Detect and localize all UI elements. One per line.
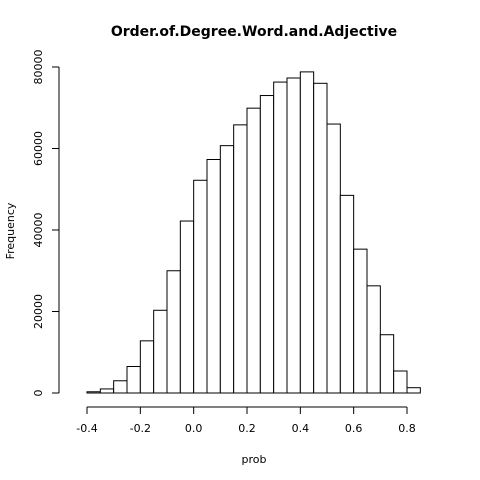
histogram-bar — [379, 334, 395, 394]
y-axis: 0 20000 40000 60000 80000 — [32, 50, 60, 397]
histogram-bar — [313, 82, 328, 394]
histogram-bar — [113, 380, 128, 394]
histogram-bar — [273, 81, 288, 394]
histogram-bar — [86, 391, 101, 394]
y-tick-label: 80000 — [32, 50, 45, 85]
histogram-bar — [353, 248, 368, 394]
x-axis: -0.4 -0.2 0.0 0.2 0.4 0.6 0.8 — [76, 406, 416, 435]
y-tick-label: 20000 — [32, 294, 45, 329]
histogram-bar — [406, 387, 421, 394]
histogram-bar — [246, 107, 261, 394]
histogram-bar — [299, 71, 315, 394]
histogram-bar — [139, 340, 155, 394]
histogram-bar — [206, 159, 221, 394]
histogram-bar — [233, 124, 248, 394]
histogram-bar — [286, 77, 301, 394]
histogram-bar — [166, 270, 181, 394]
chart-title: Order.of.Degree.Word.and.Adjective — [111, 24, 397, 40]
histogram-bar — [99, 388, 115, 394]
bars-group — [86, 71, 421, 394]
histogram-bar — [259, 95, 275, 394]
y-tick-label: 40000 — [32, 213, 45, 248]
histogram-bar — [179, 220, 195, 394]
histogram-bar — [326, 123, 341, 394]
histogram-bar — [339, 194, 355, 394]
histogram-bar — [366, 285, 381, 394]
x-tick-label: 0.2 — [238, 422, 256, 435]
histogram-bar — [393, 370, 408, 394]
x-tick-label: 0.0 — [185, 422, 203, 435]
x-tick-label: -0.4 — [76, 422, 97, 435]
y-tick-label: 0 — [32, 390, 45, 397]
x-tick-label: -0.2 — [130, 422, 151, 435]
x-tick-label: 0.4 — [292, 422, 310, 435]
x-axis-label: prob — [242, 453, 267, 466]
y-tick-label: 60000 — [32, 131, 45, 166]
histogram-bar — [219, 145, 235, 394]
y-axis-label: Frequency — [4, 202, 17, 259]
histogram-bar — [153, 309, 168, 394]
x-tick-label: 0.8 — [398, 422, 416, 435]
histogram-bar — [193, 179, 208, 394]
x-tick-label: 0.6 — [345, 422, 363, 435]
histogram-bar — [126, 366, 141, 394]
